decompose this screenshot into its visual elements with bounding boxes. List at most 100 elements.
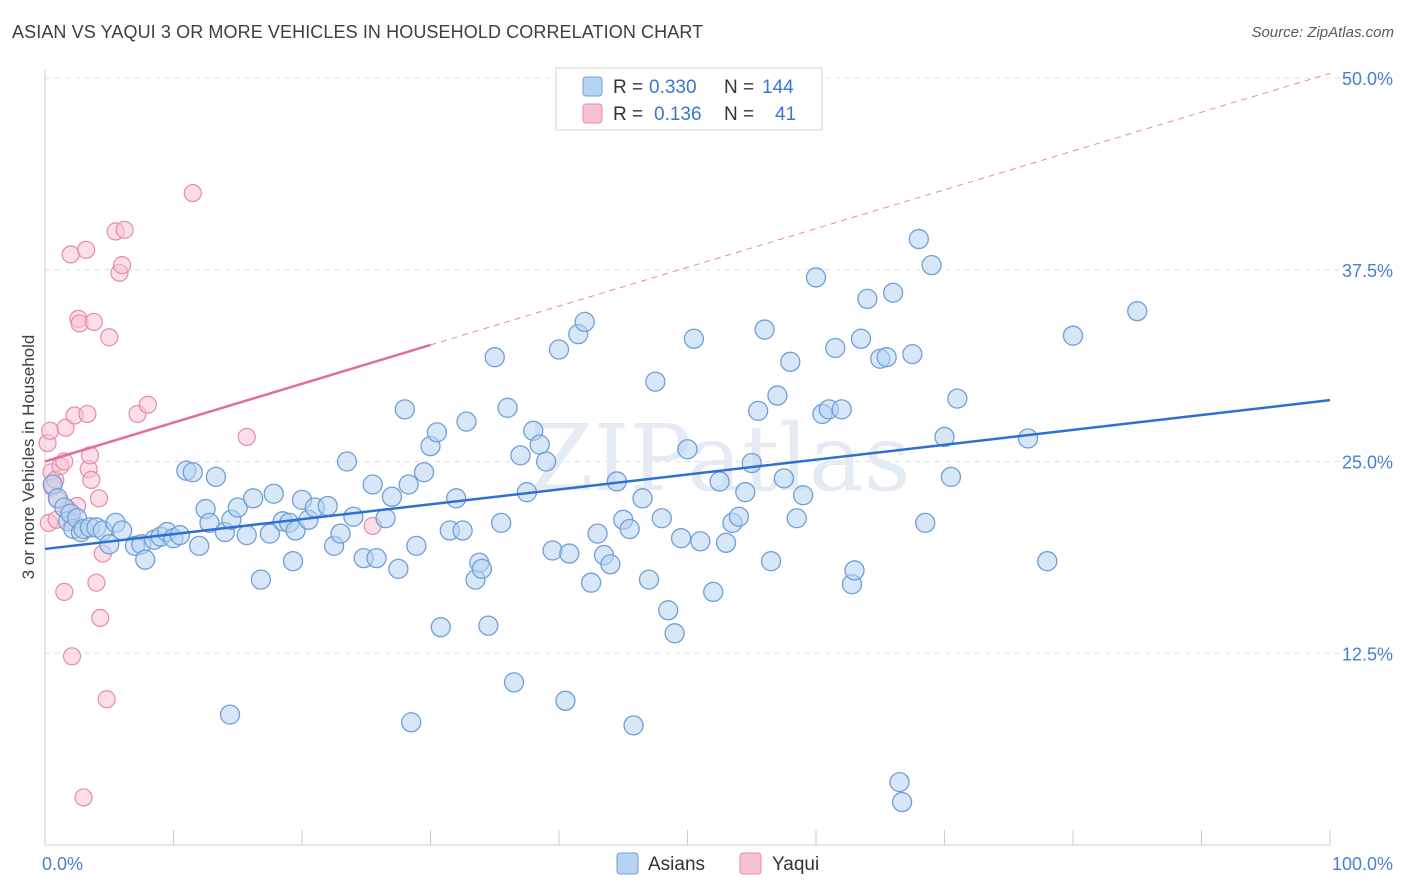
asian-point: [205, 466, 227, 487]
yaqui-point: [74, 788, 93, 807]
asian-point: [735, 482, 756, 503]
asian-point: [940, 466, 962, 487]
yaqui-point: [89, 489, 109, 508]
asian-point: [381, 486, 403, 507]
asian-point: [677, 439, 698, 460]
bottom-legend-label-asians: Asians: [648, 854, 705, 875]
asian-point: [394, 399, 415, 420]
yaqui-point: [100, 328, 119, 347]
asian-point: [921, 254, 942, 276]
asian-point: [510, 445, 531, 466]
asian-point: [915, 512, 936, 534]
asian-point: [805, 267, 827, 288]
yaqui-point: [82, 470, 101, 490]
yaqui-point: [55, 582, 74, 601]
asian-point: [362, 474, 383, 495]
bottom-legend-swatch-yaqui: [739, 852, 762, 875]
asian-point: [780, 351, 801, 372]
legend-r-label-asian: R =: [613, 77, 643, 98]
asian-point: [484, 347, 505, 368]
asian-point: [1017, 428, 1039, 449]
asian-point: [548, 339, 570, 360]
asian-point: [760, 551, 782, 572]
asian-point: [889, 771, 910, 793]
yaqui-point: [97, 690, 116, 709]
asian-point: [236, 524, 257, 546]
asian-point: [741, 452, 762, 474]
asian-point: [934, 426, 955, 448]
bottom-legend: Asians Yaqui: [616, 852, 819, 875]
yaqui-point: [87, 573, 106, 592]
asian-point: [850, 328, 872, 349]
yaqui-point: [115, 220, 134, 239]
yaqui-point: [77, 240, 96, 259]
asian-point: [471, 558, 493, 580]
asian-point: [882, 282, 904, 303]
asian-point: [638, 569, 660, 590]
asian-point: [728, 506, 750, 527]
yaqui-point: [138, 395, 157, 414]
asian-point: [908, 228, 929, 250]
asian-point: [831, 399, 852, 420]
y-tick-label: 12.5%: [1342, 644, 1393, 664]
yaqui-point: [41, 421, 60, 440]
asian-point: [709, 471, 730, 492]
asian-point: [623, 715, 644, 736]
asian-point: [670, 528, 692, 549]
asian-point: [891, 791, 913, 813]
y-axis-tick-labels: 12.5% 25.0% 37.5% 50.0%: [1342, 69, 1393, 664]
asian-point: [227, 497, 248, 518]
asian-point: [388, 558, 409, 580]
legend-r-value-yaqui: 0.136: [654, 104, 702, 125]
asian-point: [767, 385, 788, 406]
asian-point: [844, 560, 865, 581]
asian-point: [715, 532, 737, 553]
asian-point: [219, 704, 241, 725]
asian-point: [1062, 325, 1084, 346]
bottom-legend-swatch-asians: [616, 852, 639, 875]
asian-point: [559, 543, 580, 564]
asian-point: [426, 422, 448, 443]
asian-point: [536, 451, 557, 472]
source-label: Source: ZipAtlas.com: [1251, 24, 1394, 41]
yaqui-point: [183, 183, 202, 203]
asian-point: [282, 551, 304, 572]
legend-n-value-asian: 144: [762, 77, 794, 98]
yaqui-point: [56, 418, 75, 437]
asian-point: [793, 485, 814, 506]
asian-point: [343, 506, 364, 527]
asian-point: [619, 518, 640, 540]
yaqui-point: [78, 404, 97, 424]
yaqui-trend-extension: [430, 72, 1331, 346]
asian-point: [600, 554, 621, 575]
asian-point: [1127, 301, 1148, 322]
legend-r-label-yaqui: R =: [613, 104, 643, 125]
yaqui-point: [84, 312, 103, 332]
asian-point: [683, 328, 705, 349]
yaqui-point: [112, 256, 132, 275]
asian-point: [587, 523, 608, 544]
asian-point: [99, 534, 120, 555]
asian-point: [773, 468, 795, 489]
asian-point: [529, 434, 550, 455]
chart-title: ASIAN VS YAQUI 3 OR MORE VEHICLES IN HOU…: [12, 22, 704, 42]
top-legend: R = 0.330 N = 144 R = 0.136 N = 41: [555, 67, 823, 131]
gridlines: [45, 77, 1392, 654]
asian-point: [748, 400, 769, 422]
yaqui-point: [62, 647, 82, 666]
legend-n-value-yaqui: 41: [775, 104, 796, 125]
asian-point: [632, 488, 653, 509]
asian-point: [754, 319, 775, 340]
asian-point: [199, 512, 220, 534]
asian-point: [857, 288, 878, 310]
watermark: ZIPatlas: [529, 405, 910, 512]
y-axis-label: 3 or more Vehicles in Household: [19, 335, 38, 580]
asian-point: [876, 347, 897, 368]
asian-point: [690, 531, 711, 552]
yaqui-trend-line: [44, 343, 431, 463]
asian-point: [135, 549, 156, 570]
asian-point: [456, 411, 477, 432]
asian-trend-line: [44, 398, 1331, 551]
asian-point: [580, 572, 602, 593]
x-tick-label-max: 100.0%: [1332, 854, 1393, 874]
